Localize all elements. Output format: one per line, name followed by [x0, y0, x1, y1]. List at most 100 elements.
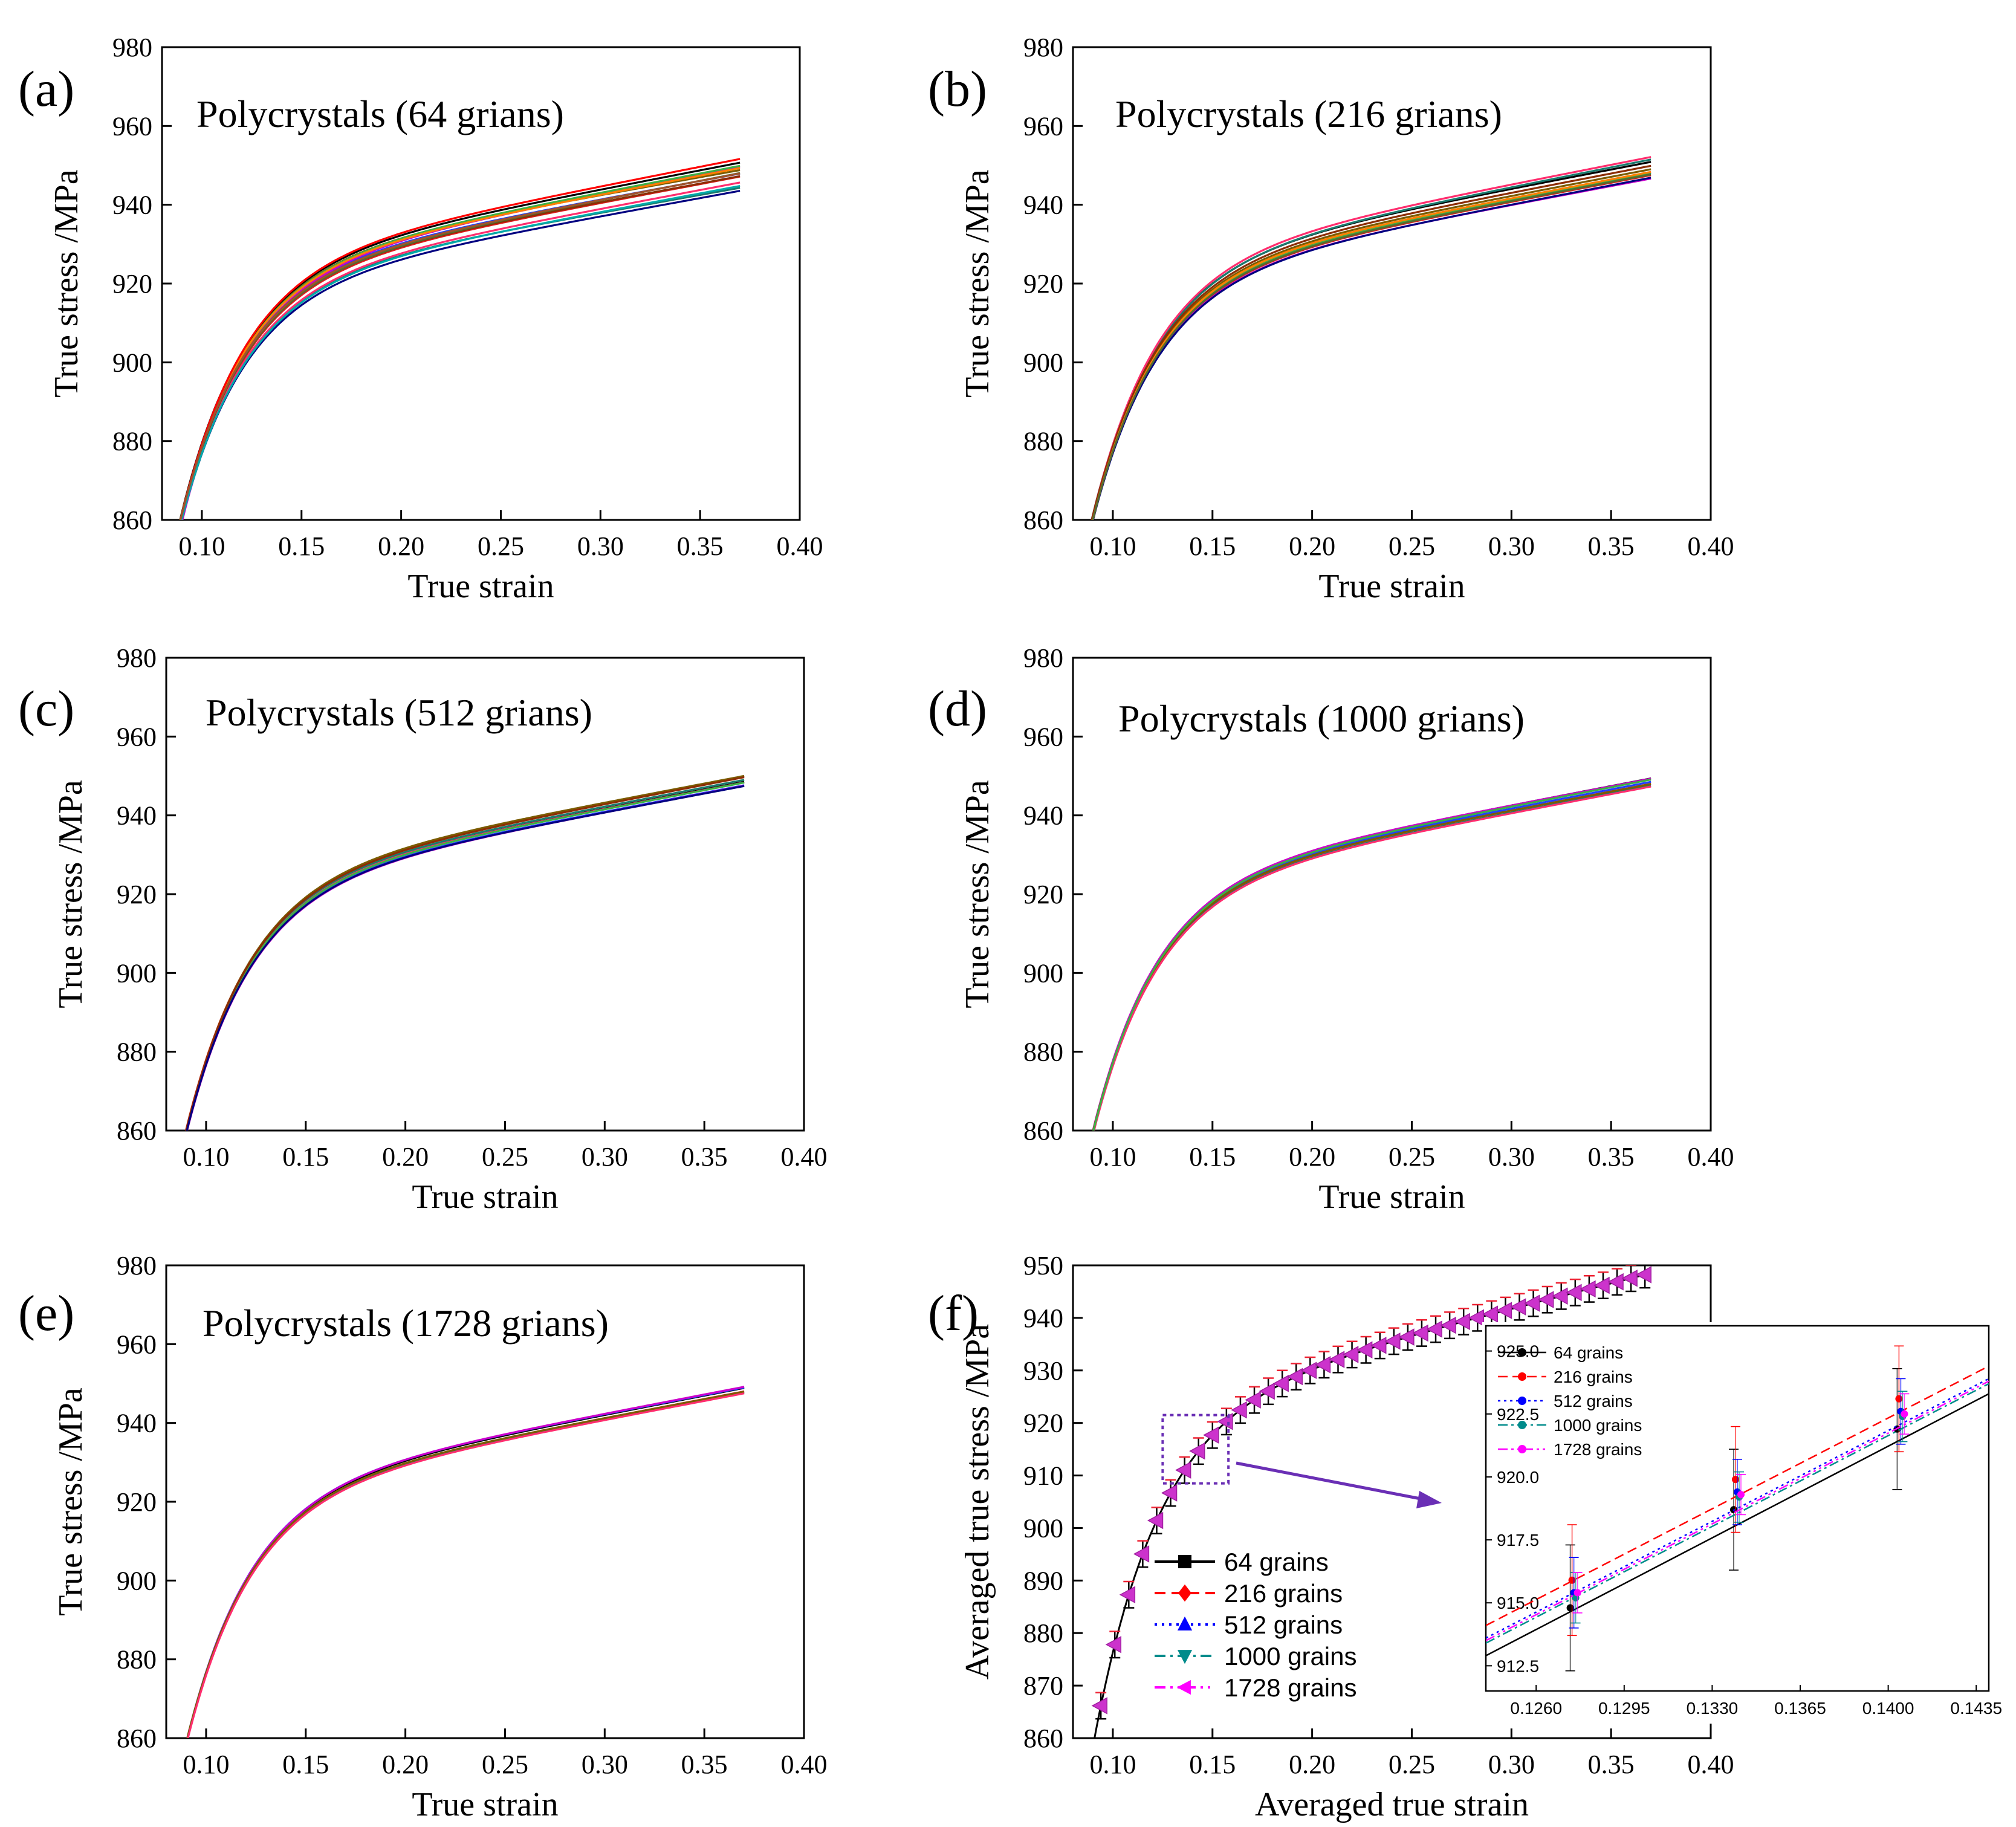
- avg-marker: [1370, 1337, 1387, 1354]
- y-axis-label: True stress /MPa: [52, 1387, 89, 1616]
- series-group: [186, 1386, 745, 1738]
- y-tick-label: 940: [117, 801, 157, 831]
- avg-marker: [1580, 1280, 1596, 1298]
- x-tick-label: 0.30: [1488, 1750, 1535, 1779]
- avg-marker: [1468, 1309, 1485, 1327]
- panel-f: 0.10 0.15 0.20 0.25 0.30 0.35 0.40 860 870 880 890…: [928, 1251, 1734, 1823]
- y-tick-label: 910: [1023, 1461, 1063, 1491]
- y-tick-label: 960: [117, 1329, 157, 1359]
- inset-legend-label: 1000 grains: [1554, 1416, 1642, 1435]
- x-tick-label: 0.30: [1488, 1142, 1535, 1172]
- inset-legend: 64 grains 216 grains 512 grains 1000 grains…: [1498, 1343, 1642, 1459]
- series-line: [1091, 164, 1651, 520]
- zoom-arrow-head: [1416, 1491, 1442, 1508]
- inset-frame: [1485, 1325, 1990, 1692]
- y-tick-label: 940: [1023, 801, 1063, 831]
- y-tick-label: 900: [117, 1566, 157, 1595]
- avg-marker: [1482, 1305, 1499, 1323]
- y-tick-label: 960: [1023, 722, 1063, 751]
- zoom-box: [1161, 1413, 1230, 1485]
- panel-title: Polycrystals (1728 grians): [203, 1302, 609, 1345]
- avg-marker: [1161, 1484, 1178, 1502]
- avg-marker: [1524, 1294, 1540, 1312]
- panel-c: 0.10 0.15 0.20 0.25 0.30 0.35 0.40 860 880 900 920…: [18, 643, 828, 1216]
- y-tick-label: 960: [1023, 111, 1063, 141]
- avg-marker: [1272, 1375, 1289, 1392]
- y-tick-label: 900: [1023, 958, 1063, 988]
- inset-series-line: [1486, 1378, 1989, 1639]
- inset-x-tick-label: 0.1295: [1598, 1699, 1650, 1718]
- y-tick-label: 900: [1023, 348, 1063, 377]
- series-group: [179, 158, 741, 520]
- inset-panel: 0.1260 0.1295 0.1330 0.1365 0.1400 0.1435 912.…: [1482, 1322, 2002, 1724]
- inset-x-tick-label: 0.1365: [1774, 1699, 1826, 1718]
- series-group: [184, 774, 745, 1131]
- series-group: [1091, 156, 1651, 520]
- legend-label: 64 grains: [1224, 1548, 1329, 1576]
- panel-label: (c): [18, 681, 74, 737]
- x-tick-label: 0.15: [278, 531, 325, 561]
- panel-title: Polycrystals (64 grians): [196, 92, 564, 135]
- y-axis-label: True stress /MPa: [48, 169, 85, 398]
- x-tick-label: 0.20: [1289, 531, 1335, 561]
- x-tick-label: 0.40: [777, 531, 823, 561]
- y-tick-label: 870: [1023, 1671, 1063, 1701]
- panel-title: Polycrystals (1000 grians): [1118, 697, 1525, 740]
- panel-label: (a): [18, 61, 74, 117]
- avg-marker: [1538, 1291, 1554, 1308]
- y-tick-label: 900: [112, 348, 152, 377]
- avg-marker: [1119, 1586, 1136, 1604]
- panel-b: 0.10 0.15 0.20 0.25 0.30 0.35 0.40 860 880 900 920…: [928, 33, 1734, 605]
- y-tick-label: 920: [117, 880, 157, 909]
- series-line: [180, 158, 741, 520]
- x-tick-label: 0.30: [1488, 531, 1535, 561]
- y-tick-label: 940: [1023, 190, 1063, 220]
- series-line: [180, 190, 741, 520]
- series-line: [1092, 777, 1651, 1131]
- series-line: [1092, 177, 1651, 520]
- series-group: [1092, 777, 1651, 1131]
- avg-marker: [1091, 1697, 1107, 1715]
- y-tick-label: 920: [1023, 880, 1063, 909]
- y-tick-label: 980: [1023, 33, 1063, 62]
- x-tick-label: 0.40: [1688, 1750, 1734, 1779]
- x-tick-label: 0.30: [582, 1750, 628, 1779]
- legend-marker: [1177, 1650, 1193, 1664]
- avg-marker: [1412, 1324, 1428, 1342]
- y-tick-label: 860: [112, 505, 152, 535]
- x-tick-label: 0.15: [282, 1142, 329, 1172]
- panel-label: (e): [18, 1285, 74, 1342]
- inset-legend-marker: [1518, 1445, 1526, 1453]
- panel-label: (b): [928, 61, 987, 117]
- y-tick-label: 920: [1023, 269, 1063, 299]
- inset-x-tick-label: 0.1330: [1687, 1699, 1739, 1718]
- legend: 64 grains 216 grains 512 grains 1000 grains…: [1155, 1548, 1357, 1702]
- x-tick-label: 0.35: [1588, 1750, 1635, 1779]
- avg-marker: [1398, 1328, 1415, 1346]
- x-tick-label: 0.25: [1389, 1142, 1435, 1172]
- y-tick-label: 860: [1023, 1724, 1063, 1753]
- series-line: [1091, 168, 1651, 520]
- y-tick-label: 880: [1023, 1618, 1063, 1648]
- y-axis-label: True stress /MPa: [959, 169, 996, 398]
- y-tick-label: 860: [1023, 1116, 1063, 1146]
- inset-y-tick-label: 920.0: [1497, 1468, 1539, 1487]
- y-tick-label: 980: [112, 33, 152, 62]
- avg-marker: [1607, 1273, 1624, 1291]
- avg-marker: [1314, 1356, 1331, 1374]
- x-tick-label: 0.35: [677, 531, 724, 561]
- y-tick-label: 920: [117, 1487, 157, 1517]
- y-tick-label: 920: [1023, 1409, 1063, 1438]
- legend-label: 1000 grains: [1224, 1642, 1357, 1670]
- avg-marker: [1621, 1270, 1638, 1287]
- series-line: [1091, 158, 1651, 520]
- x-tick-label: 0.35: [681, 1750, 728, 1779]
- avg-marker: [1105, 1635, 1121, 1653]
- y-tick-label: 890: [1023, 1566, 1063, 1595]
- x-tick-label: 0.30: [577, 531, 624, 561]
- y-tick-label: 880: [112, 427, 152, 456]
- y-tick-label: 860: [117, 1724, 157, 1753]
- panel-e: 0.10 0.15 0.20 0.25 0.30 0.35 0.40 860 880 900 920…: [18, 1251, 828, 1823]
- y-tick-label: 900: [1023, 1513, 1063, 1543]
- x-tick-label: 0.25: [1389, 531, 1435, 561]
